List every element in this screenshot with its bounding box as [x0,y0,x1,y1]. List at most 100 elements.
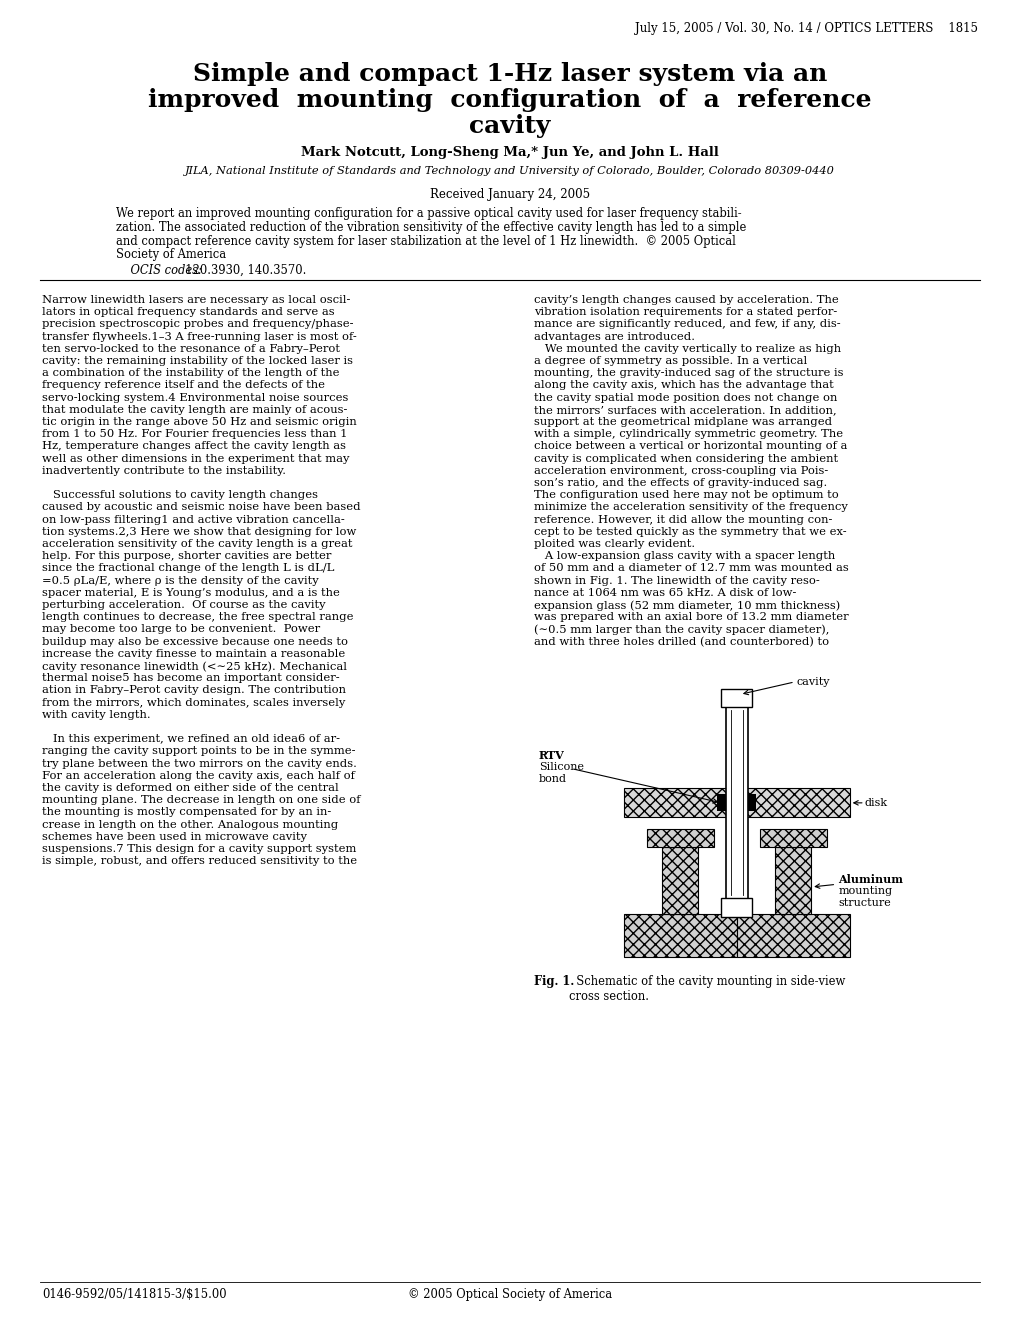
Text: bond: bond [538,775,567,784]
Text: ploited was clearly evident.: ploited was clearly evident. [534,539,694,549]
Text: nance at 1064 nm was 65 kHz. A disk of low-: nance at 1064 nm was 65 kHz. A disk of l… [534,587,796,598]
Text: Successful solutions to cavity length changes: Successful solutions to cavity length ch… [42,490,318,500]
Bar [759,829,825,847]
Text: son’s ratio, and the effects of gravity-induced sag.: son’s ratio, and the effects of gravity-… [534,478,826,488]
Text: acceleration sensitivity of the cavity length is a great: acceleration sensitivity of the cavity l… [42,539,353,549]
Text: spacer material, E is Young’s modulus, and a is the: spacer material, E is Young’s modulus, a… [42,587,339,598]
Text: Mark Notcutt, Long-Sheng Ma,* Jun Ye, and John L. Hall: Mark Notcutt, Long-Sheng Ma,* Jun Ye, an… [301,147,718,158]
Text: from 1 to 50 Hz. For Fourier frequencies less than 1: from 1 to 50 Hz. For Fourier frequencies… [42,429,347,440]
Text: Society of America: Society of America [116,248,226,261]
Text: expansion glass (52 mm diameter, 10 mm thickness): expansion glass (52 mm diameter, 10 mm t… [534,601,840,611]
Text: cavity: cavity [796,677,829,686]
Text: transfer flywheels.1–3 A free-running laser is most of-: transfer flywheels.1–3 A free-running la… [42,331,357,342]
Bar [661,847,698,913]
Bar [624,788,849,817]
Text: We report an improved mounting configuration for a passive optical cavity used f: We report an improved mounting configura… [116,207,741,220]
Text: mance are significantly reduced, and few, if any, dis-: mance are significantly reduced, and few… [534,319,840,330]
Text: tion systems.2,3 Here we show that designing for low: tion systems.2,3 Here we show that desig… [42,527,356,537]
Text: ten servo-locked to the resonance of a Fabry–Perot: ten servo-locked to the resonance of a F… [42,343,339,354]
Text: RTV: RTV [538,751,565,762]
Text: A low-expansion glass cavity with a spacer length: A low-expansion glass cavity with a spac… [534,552,835,561]
Text: acceleration environment, cross-coupling via Pois-: acceleration environment, cross-coupling… [534,466,827,475]
Text: 0146-9592/05/141815-3/$15.00: 0146-9592/05/141815-3/$15.00 [42,1288,226,1302]
Text: Silicone: Silicone [538,763,584,772]
Text: minimize the acceleration sensitivity of the frequency: minimize the acceleration sensitivity of… [534,503,847,512]
Text: along the cavity axis, which has the advantage that: along the cavity axis, which has the adv… [534,380,833,391]
Text: try plane between the two mirrors on the cavity ends.: try plane between the two mirrors on the… [42,759,357,768]
Text: shown in Fig. 1. The linewidth of the cavity reso-: shown in Fig. 1. The linewidth of the ca… [534,576,819,586]
Text: buildup may also be excessive because one needs to: buildup may also be excessive because on… [42,636,347,647]
Text: precision spectroscopic probes and frequency/phase-: precision spectroscopic probes and frequ… [42,319,354,330]
Text: a combination of the instability of the length of the: a combination of the instability of the … [42,368,339,379]
Text: from the mirrors, which dominates, scales inversely: from the mirrors, which dominates, scale… [42,697,345,708]
Text: the mounting is mostly compensated for by an in-: the mounting is mostly compensated for b… [42,808,331,817]
Text: Aluminum: Aluminum [838,874,903,886]
Text: of 50 mm and a diameter of 12.7 mm was mounted as: of 50 mm and a diameter of 12.7 mm was m… [534,564,848,573]
Text: the cavity is deformed on either side of the central: the cavity is deformed on either side of… [42,783,338,793]
Text: may become too large to be convenient.  Power: may become too large to be convenient. P… [42,624,320,635]
Text: frequency reference itself and the defects of the: frequency reference itself and the defec… [42,380,325,391]
Text: ranging the cavity support points to be in the symme-: ranging the cavity support points to be … [42,746,356,756]
Text: perturbing acceleration.  Of course as the cavity: perturbing acceleration. Of course as th… [42,601,325,610]
Text: mounting, the gravity-induced sag of the structure is: mounting, the gravity-induced sag of the… [534,368,843,379]
Text: the cavity spatial mode position does not change on: the cavity spatial mode position does no… [534,392,837,403]
Text: and compact reference cavity system for laser stabilization at the level of 1 Hz: and compact reference cavity system for … [116,235,735,248]
Text: length continues to decrease, the free spectral range: length continues to decrease, the free s… [42,612,354,622]
Bar [720,899,752,917]
Bar [720,689,752,708]
Bar [725,705,747,900]
Text: Narrow linewidth lasers are necessary as local oscil-: Narrow linewidth lasers are necessary as… [42,294,351,305]
Text: improved  mounting  configuration  of  a  reference: improved mounting configuration of a ref… [148,88,871,112]
Text: help. For this purpose, shorter cavities are better: help. For this purpose, shorter cavities… [42,552,331,561]
Text: structure: structure [838,899,891,908]
Text: thermal noise5 has become an important consider-: thermal noise5 has become an important c… [42,673,339,684]
Text: disk: disk [864,797,887,808]
Text: tic origin in the range above 50 Hz and seismic origin: tic origin in the range above 50 Hz and … [42,417,357,426]
Bar [774,847,810,913]
Text: In this experiment, we refined an old idea6 of ar-: In this experiment, we refined an old id… [42,734,339,744]
Text: cavity: the remaining instability of the locked laser is: cavity: the remaining instability of the… [42,356,353,366]
Text: For an acceleration along the cavity axis, each half of: For an acceleration along the cavity axi… [42,771,355,781]
Text: is simple, robust, and offers reduced sensitivity to the: is simple, robust, and offers reduced se… [42,857,357,866]
Text: advantages are introduced.: advantages are introduced. [534,331,694,342]
Text: servo-locking system.4 Environmental noise sources: servo-locking system.4 Environmental noi… [42,392,348,403]
Text: vibration isolation requirements for a stated perfor-: vibration isolation requirements for a s… [534,308,837,317]
Text: OCIS codes:: OCIS codes: [116,264,202,277]
Text: schemes have been used in microwave cavity: schemes have been used in microwave cavi… [42,832,307,842]
Text: well as other dimensions in the experiment that may: well as other dimensions in the experime… [42,454,350,463]
Text: July 15, 2005 / Vol. 30, No. 14 / OPTICS LETTERS    1815: July 15, 2005 / Vol. 30, No. 14 / OPTICS… [635,22,977,36]
Text: lators in optical frequency standards and serve as: lators in optical frequency standards an… [42,308,334,317]
Text: a degree of symmetry as possible. In a vertical: a degree of symmetry as possible. In a v… [534,356,806,366]
Text: caused by acoustic and seismic noise have been based: caused by acoustic and seismic noise hav… [42,503,361,512]
Text: Hz, temperature changes affect the cavity length as: Hz, temperature changes affect the cavit… [42,441,345,451]
Text: cavity is complicated when considering the ambient: cavity is complicated when considering t… [534,454,838,463]
Text: mounting: mounting [838,886,892,896]
Text: cept to be tested quickly as the symmetry that we ex-: cept to be tested quickly as the symmetr… [534,527,846,537]
Text: was prepared with an axial bore of 13.2 mm diameter: was prepared with an axial bore of 13.2 … [534,612,848,622]
Bar [747,795,756,812]
Text: increase the cavity finesse to maintain a reasonable: increase the cavity finesse to maintain … [42,649,344,659]
Text: with a simple, cylindrically symmetric geometry. The: with a simple, cylindrically symmetric g… [534,429,843,440]
Text: suspensions.7 This design for a cavity support system: suspensions.7 This design for a cavity s… [42,843,356,854]
Text: reference. However, it did allow the mounting con-: reference. However, it did allow the mou… [534,515,832,524]
Bar [624,913,736,957]
Text: choice between a vertical or horizontal mounting of a: choice between a vertical or horizontal … [534,441,847,451]
Text: that modulate the cavity length are mainly of acous-: that modulate the cavity length are main… [42,405,347,414]
Bar [736,913,849,957]
Bar [646,829,713,847]
Text: mounting plane. The decrease in length on one side of: mounting plane. The decrease in length o… [42,795,360,805]
Text: inadvertently contribute to the instability.: inadvertently contribute to the instabil… [42,466,285,475]
Text: We mounted the cavity vertically to realize as high: We mounted the cavity vertically to real… [534,343,841,354]
Text: Schematic of the cavity mounting in side-view
cross section.: Schematic of the cavity mounting in side… [569,974,845,1003]
Text: Received January 24, 2005: Received January 24, 2005 [430,187,589,201]
Text: Simple and compact 1-Hz laser system via an: Simple and compact 1-Hz laser system via… [193,62,826,86]
Text: ation in Fabry–Perot cavity design. The contribution: ation in Fabry–Perot cavity design. The … [42,685,345,696]
Text: JILA, National Institute of Standards and Technology and University of Colorado,: JILA, National Institute of Standards an… [184,166,835,176]
Text: =0.5 ρLa/E, where ρ is the density of the cavity: =0.5 ρLa/E, where ρ is the density of th… [42,576,319,586]
Text: support at the geometrical midplane was arranged: support at the geometrical midplane was … [534,417,832,426]
Bar [716,795,725,812]
Text: zation. The associated reduction of the vibration sensitivity of the effective c: zation. The associated reduction of the … [116,220,746,234]
Text: cavity: cavity [469,114,550,139]
Text: with cavity length.: with cavity length. [42,710,151,719]
Text: the mirrors’ surfaces with acceleration. In addition,: the mirrors’ surfaces with acceleration.… [534,405,836,414]
